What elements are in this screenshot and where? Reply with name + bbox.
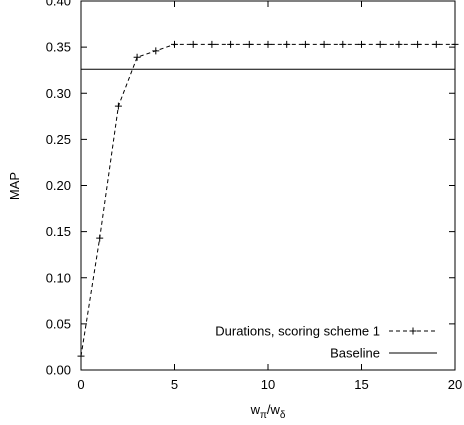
x-axis-label-text: wπ/wδ bbox=[250, 402, 286, 421]
data-point-marker bbox=[245, 40, 253, 48]
data-point-marker bbox=[77, 352, 85, 360]
y-tick-label: 0.35 bbox=[46, 40, 71, 55]
data-point-marker bbox=[189, 40, 197, 48]
data-point-marker bbox=[358, 40, 365, 48]
data-point-marker bbox=[376, 40, 384, 48]
data-point-marker bbox=[133, 53, 141, 61]
x-axis-label: wπ/wδ bbox=[250, 402, 286, 421]
data-point-marker bbox=[264, 40, 272, 48]
legend-label: Durations, scoring scheme 1 bbox=[215, 324, 380, 339]
x-tick-label: 20 bbox=[448, 377, 462, 392]
data-point-marker bbox=[432, 40, 440, 48]
y-tick-label: 0.30 bbox=[46, 86, 71, 101]
y-tick-label: 0.00 bbox=[46, 363, 71, 378]
x-tick-label: 15 bbox=[354, 377, 368, 392]
axes-layer: 0 5 10 15 20 0.00 0.05 0.10 0.15 0.20 0.25 0.30 0.35… bbox=[46, 0, 463, 392]
legend-marker-sample bbox=[409, 327, 417, 335]
data-point-marker bbox=[414, 40, 422, 48]
data-point-marker bbox=[114, 102, 122, 110]
y-tick-label: 0.05 bbox=[46, 316, 71, 331]
x-tick-label: 0 bbox=[77, 377, 84, 392]
legend-label: Baseline bbox=[330, 346, 380, 361]
data-point-marker bbox=[208, 40, 216, 48]
data-point-marker bbox=[152, 47, 160, 55]
y-tick-label: 0.25 bbox=[46, 132, 71, 147]
y-tick-label: 0.15 bbox=[46, 224, 71, 239]
y-tick-label: 0.40 bbox=[46, 0, 71, 9]
data-point-marker bbox=[451, 40, 459, 48]
data-point-marker bbox=[320, 40, 328, 48]
series-line-0 bbox=[80, 43, 455, 357]
data-point-marker bbox=[227, 40, 235, 48]
y-tick-label: 0.20 bbox=[46, 178, 71, 193]
data-point-marker bbox=[339, 40, 347, 48]
y-axis-label: MAP bbox=[7, 172, 22, 200]
data-point-marker bbox=[96, 234, 104, 242]
legend: Durations, scoring scheme 1 Baseline bbox=[215, 324, 437, 361]
data-point-marker bbox=[283, 40, 291, 48]
data-point-marker bbox=[301, 40, 309, 48]
series-layer bbox=[77, 40, 459, 360]
x-tick-label: 5 bbox=[171, 377, 178, 392]
data-point-marker bbox=[171, 40, 178, 48]
data-point-marker bbox=[395, 40, 403, 48]
y-tick-label: 0.10 bbox=[46, 270, 71, 285]
x-tick-label: 10 bbox=[261, 377, 275, 392]
